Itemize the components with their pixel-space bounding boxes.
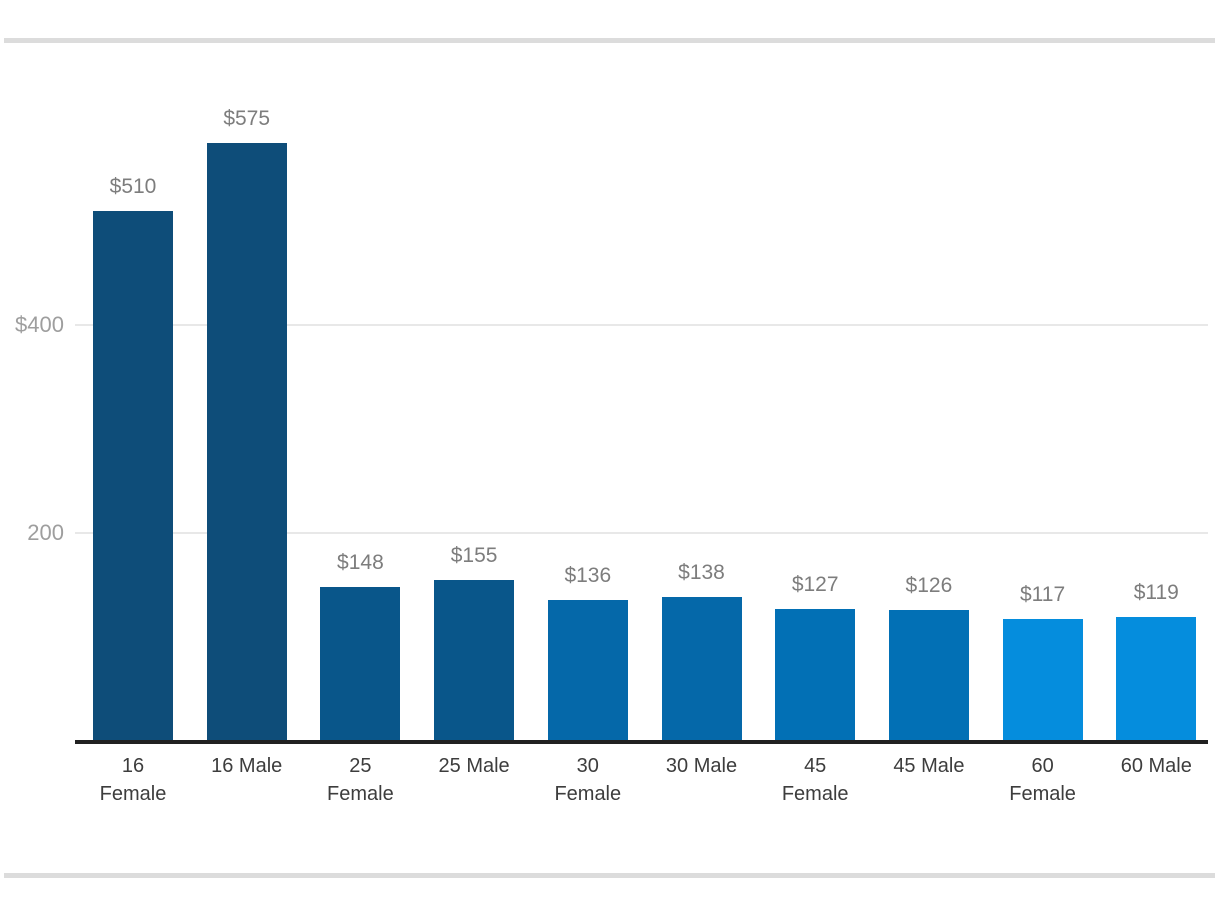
x-axis-label-60-male: 60 Male (1120, 755, 1192, 777)
bar-45-male[interactable] (888, 610, 969, 740)
bar-value-label-45-male: $126 (905, 574, 953, 597)
bottom-divider (4, 873, 1215, 878)
bar-30-female[interactable] (547, 600, 628, 740)
x-axis-label-25-male: 25 Male (438, 755, 510, 777)
bar-value-label-25-male: $155 (450, 544, 498, 567)
x-axis-label-30-female: 30 Female (554, 755, 622, 805)
x-axis-line (75, 740, 1208, 744)
gridline-400 (75, 324, 1208, 326)
bar-value-label-45-female: $127 (791, 573, 839, 596)
x-axis-label-16-male: 16 Male (211, 755, 283, 777)
y-axis-tick-label-400: $400 (15, 312, 64, 337)
bar-60-female[interactable] (1002, 619, 1083, 740)
bar-45-female[interactable] (775, 609, 856, 740)
bar-16-female[interactable] (93, 211, 173, 740)
bar-value-label-30-male: $138 (678, 561, 725, 584)
x-axis-label-30-male: 30 Male (665, 755, 738, 777)
x-axis-label-45-male: 45 Male (893, 755, 965, 777)
bar-60-male[interactable] (1116, 617, 1197, 740)
bar-30-male[interactable] (661, 597, 742, 740)
bar-value-label-16-male: $575 (223, 107, 271, 130)
top-divider (4, 38, 1215, 43)
bar-value-label-25-female: $148 (337, 551, 384, 574)
x-axis-label-45-female: 45 Female (781, 755, 849, 805)
bar-value-label-60-female: $117 (1020, 583, 1066, 606)
x-axis-label-25-female: 25 Female (327, 755, 394, 805)
x-axis-label-60-female: 60 Female (1009, 755, 1076, 805)
bar-value-label-30-female: $136 (564, 564, 612, 587)
bar-25-female[interactable] (320, 587, 401, 740)
bar-value-label-16-female: $510 (109, 175, 157, 198)
bar-25-male[interactable] (434, 580, 515, 740)
gridline-200 (75, 532, 1208, 534)
bar-16-male[interactable] (206, 143, 287, 740)
x-axis-label-16-female: 16 Female (99, 755, 167, 805)
y-axis-tick-label-200: 200 (27, 520, 64, 545)
bar-value-label-60-male: $119 (1133, 581, 1179, 604)
